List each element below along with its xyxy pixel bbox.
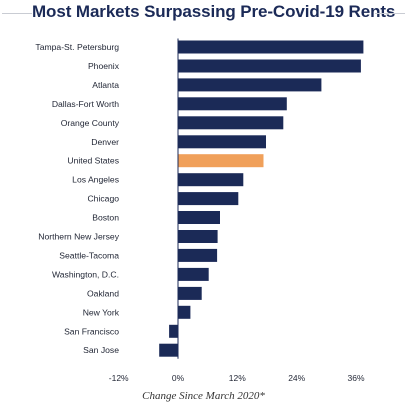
chart-title: Most Markets Surpassing Pre-Covid-19 Ren…: [32, 2, 396, 21]
bar-orange-county: [178, 116, 284, 130]
category-label-seattle-tacoma: Seattle-Tacoma: [59, 250, 119, 260]
bar-atlanta: [178, 78, 322, 92]
category-label-northern-new-jersey: Northern New Jersey: [38, 232, 119, 242]
bar-northern-new-jersey: [178, 230, 218, 243]
category-label-atlanta: Atlanta: [92, 80, 119, 90]
category-label-denver: Denver: [91, 137, 119, 147]
category-label-united-states: United States: [67, 156, 119, 166]
category-label-washington-d-c: Washington, D.C.: [52, 269, 119, 279]
bar-san-jose: [159, 343, 178, 357]
bar-oakland: [178, 286, 202, 300]
category-label-chicago: Chicago: [87, 194, 119, 204]
bar-united-states: [178, 154, 264, 168]
bar-chicago: [178, 192, 239, 206]
category-label-oakland: Oakland: [87, 288, 119, 298]
title-row: Most Markets Surpassing Pre-Covid-19 Ren…: [0, 0, 407, 28]
x-axis-label: Change Since March 2020*: [142, 390, 265, 402]
x-tick-label-4: 36%: [347, 373, 364, 383]
x-tick-label-1: 0%: [172, 373, 185, 383]
category-label-boston: Boston: [92, 213, 119, 223]
bar-phoenix: [178, 59, 361, 73]
bar-new-york: [178, 305, 191, 319]
title-rule-right: [375, 13, 405, 14]
bar-boston: [178, 211, 220, 224]
category-label-tampa-st-petersburg: Tampa-St. Petersburg: [35, 42, 119, 52]
bar-washington-d-c: [178, 267, 209, 281]
category-label-san-francisco: San Francisco: [64, 326, 119, 336]
x-tick-label-2: 12%: [229, 373, 246, 383]
category-label-dallas-fort-worth: Dallas-Fort Worth: [52, 99, 119, 109]
bar-los-angeles: [178, 173, 244, 187]
x-tick-label-3: 24%: [288, 373, 305, 383]
category-label-orange-county: Orange County: [61, 118, 120, 128]
title-rule-left: [2, 13, 32, 14]
bar-denver: [178, 135, 266, 149]
bar-san-francisco: [169, 324, 178, 338]
category-label-phoenix: Phoenix: [88, 61, 120, 71]
bar-tampa-st-petersburg: [178, 40, 364, 54]
category-label-los-angeles: Los Angeles: [72, 175, 119, 185]
x-tick-label-0: -12%: [109, 373, 129, 383]
bar-seattle-tacoma: [178, 248, 218, 262]
category-label-new-york: New York: [83, 307, 120, 317]
bar-dallas-fort-worth: [178, 97, 287, 111]
category-label-san-jose: San Jose: [83, 345, 119, 355]
